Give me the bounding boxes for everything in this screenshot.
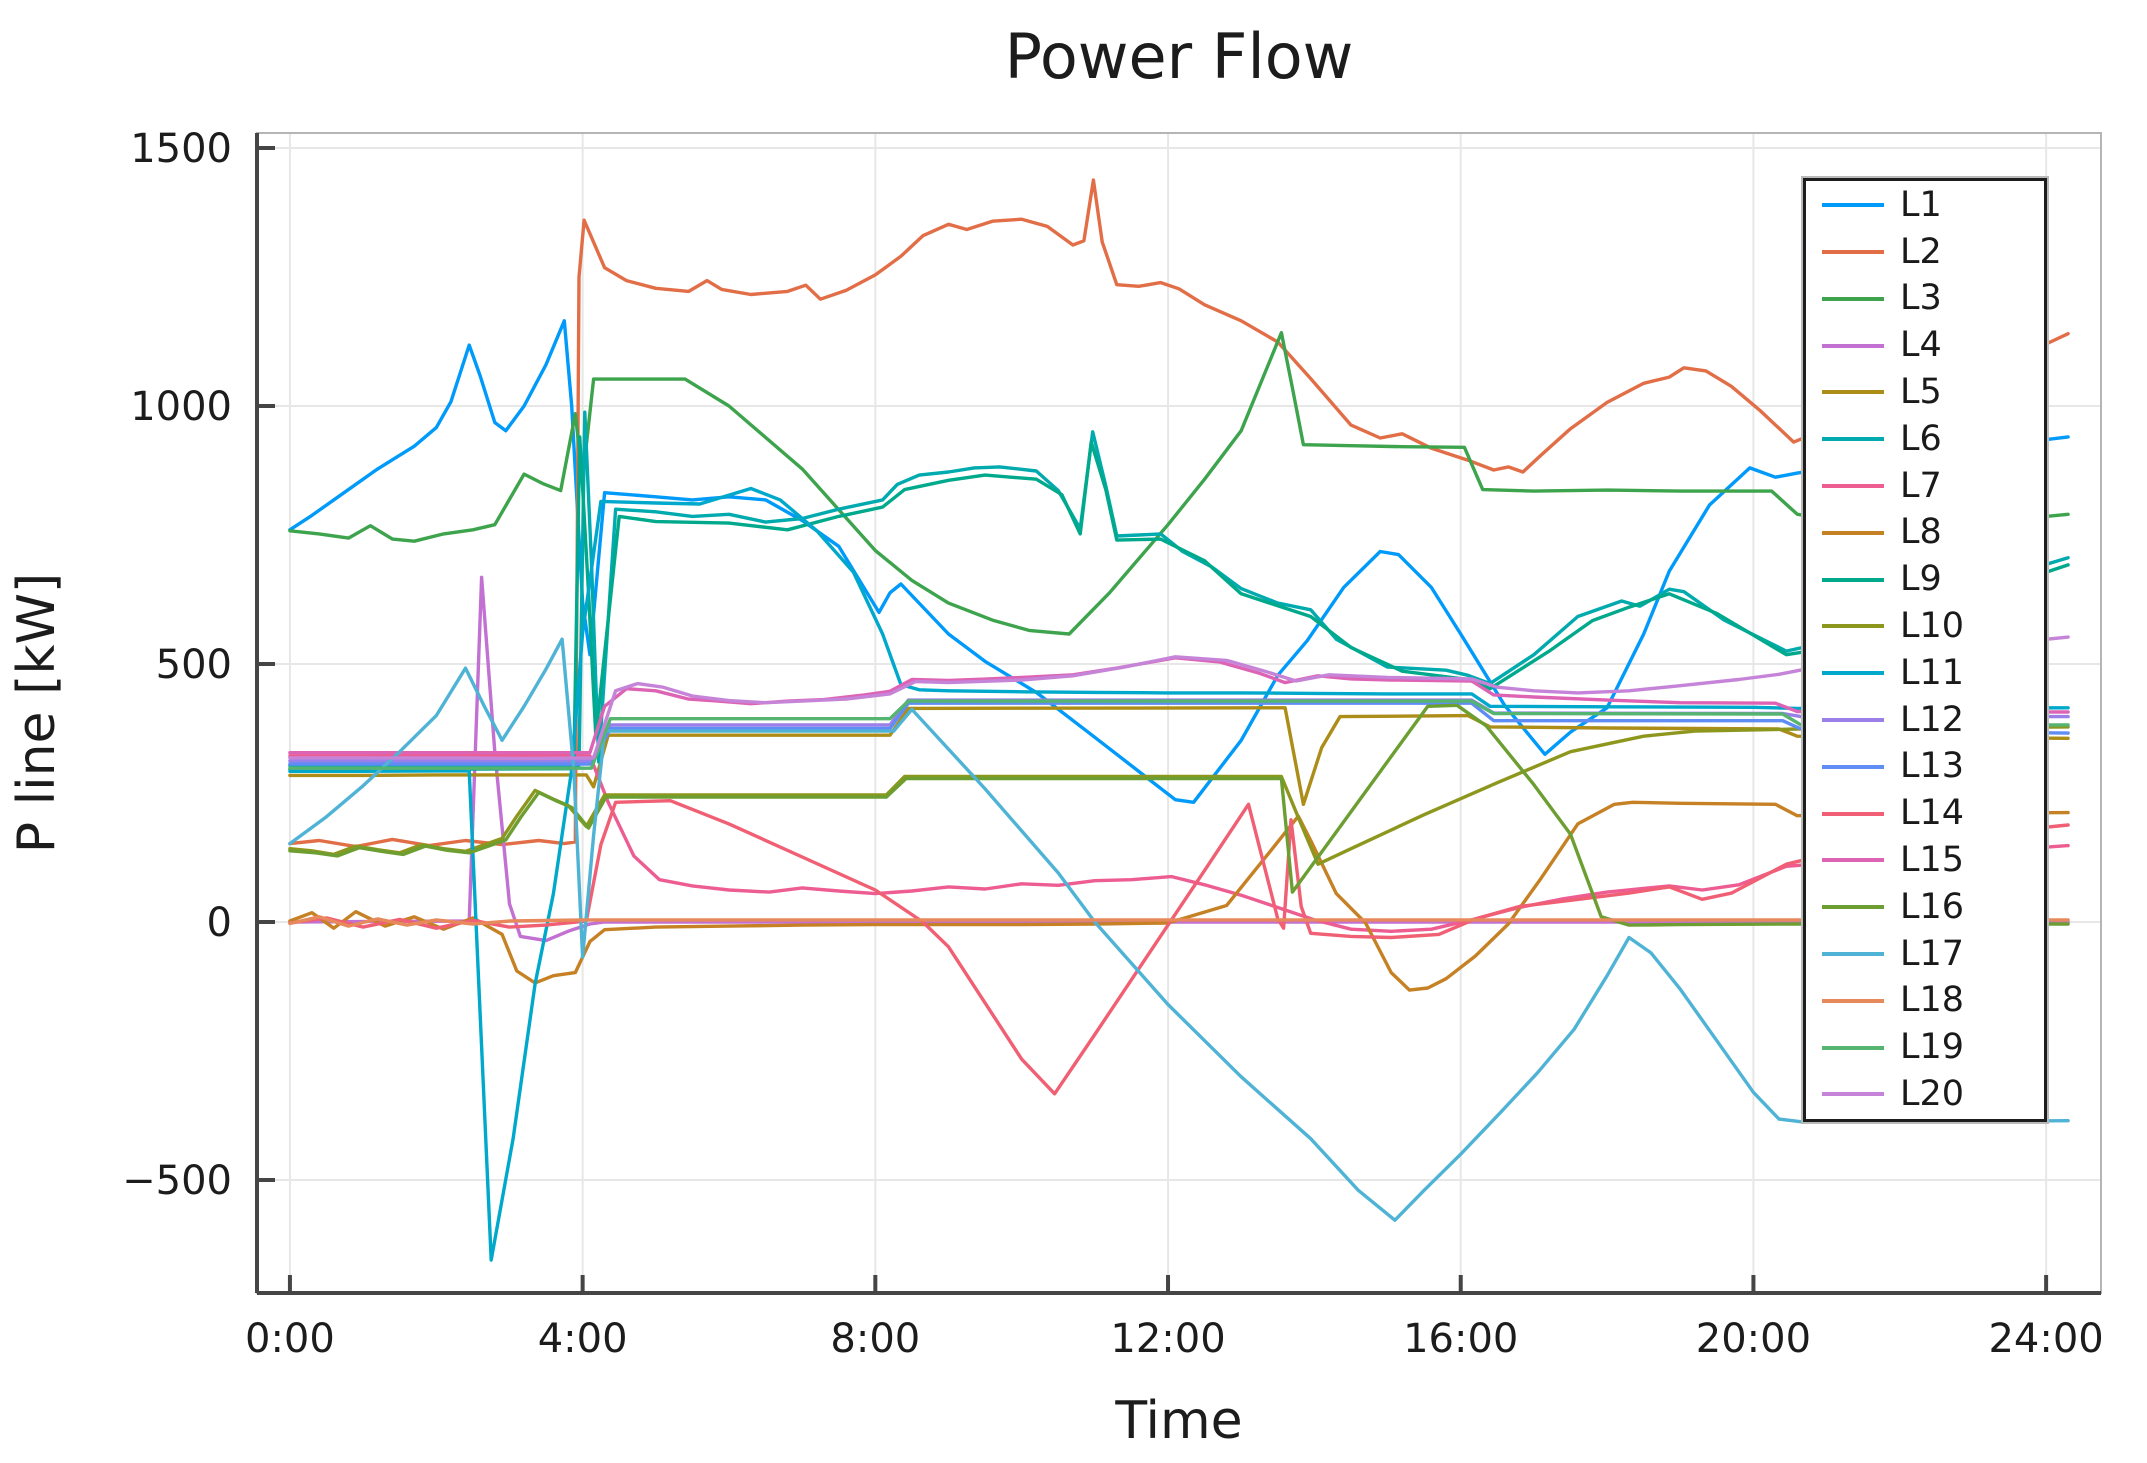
legend-item-L3: L3 (1806, 276, 2044, 321)
legend-label: L13 (1900, 746, 1965, 787)
series-line-L1 (288, 319, 2070, 804)
legend-item-L11: L11 (1806, 651, 2044, 696)
series-line-L11 (288, 486, 2070, 1262)
legend-swatch-line (1822, 1045, 1884, 1050)
legend-label: L9 (1900, 559, 1942, 600)
legend-item-L17: L17 (1806, 932, 2044, 977)
legend-item-L12: L12 (1806, 698, 2044, 743)
legend-label: L17 (1900, 933, 1965, 974)
chart-title: Power Flow (1005, 20, 1354, 93)
legend-swatch-line (1822, 203, 1884, 208)
x-axis-label: Time (1114, 1391, 1242, 1451)
legend-swatch-line (1822, 390, 1884, 395)
legend-swatch-line (1822, 858, 1884, 863)
legend-swatch-line (1822, 952, 1884, 957)
legend-label: L2 (1900, 231, 1942, 272)
legend-swatch-line (1822, 437, 1884, 442)
y-tick-label: 1000 (130, 384, 232, 430)
legend-label: L14 (1900, 793, 1965, 834)
y-tick-label: 500 (156, 642, 232, 688)
legend-swatch-line (1822, 624, 1884, 629)
legend-item-L8: L8 (1806, 510, 2044, 555)
legend-label: L16 (1900, 886, 1965, 927)
series-line-L7 (288, 753, 2070, 933)
legend-label: L8 (1900, 512, 1942, 553)
x-tick-label: 12:00 (1110, 1316, 1225, 1362)
plot-frame (255, 132, 2102, 1295)
y-tick-label: 0 (207, 900, 232, 946)
series-line-L9 (288, 435, 2070, 771)
legend-item-L5: L5 (1806, 370, 2044, 415)
legend-item-L7: L7 (1806, 464, 2044, 509)
legend-item-L2: L2 (1806, 230, 2044, 275)
legend-label: L12 (1900, 699, 1965, 740)
legend-swatch-line (1822, 343, 1884, 348)
series-line-L18 (288, 915, 2070, 928)
axis-ticks (257, 145, 2049, 1293)
legend-label: L6 (1900, 418, 1942, 459)
series-line-L8 (288, 800, 2070, 992)
legend-item-L16: L16 (1806, 885, 2044, 930)
series-line-L3 (288, 331, 2070, 636)
y-tick-label: −500 (122, 1158, 232, 1204)
legend-swatch-line (1822, 998, 1884, 1003)
legend-label: L3 (1900, 278, 1942, 319)
legend-label: L11 (1900, 652, 1965, 693)
series-line-L17 (288, 637, 2070, 1222)
legend-swatch-line (1822, 811, 1884, 816)
legend-swatch-line (1822, 905, 1884, 910)
legend-item-L14: L14 (1806, 791, 2044, 836)
legend-item-L1: L1 (1806, 183, 2044, 228)
legend-item-L19: L19 (1806, 1025, 2044, 1070)
legend-item-L13: L13 (1806, 744, 2044, 789)
x-tick-label: 0:00 (245, 1316, 335, 1362)
series-line-L16 (288, 703, 2070, 927)
legend-swatch-line (1822, 530, 1884, 535)
legend-box: L1 L2 L3 L4 L5 L6 L7 L8 L9 L10 L11 L12 L13 L14 L15 L16 L… (1803, 178, 2047, 1122)
series-line-L19 (288, 699, 2070, 770)
x-tick-label: 4:00 (538, 1316, 628, 1362)
series-line-L15 (288, 656, 2070, 755)
series-line-L14 (288, 799, 2070, 1096)
legend-item-L4: L4 (1806, 323, 2044, 368)
series-line-L20 (288, 635, 2070, 761)
x-tick-label: 8:00 (830, 1316, 920, 1362)
legend-label: L20 (1900, 1073, 1965, 1114)
axis-tick-labels: 0:00 4:00 8:00 12:00 16:00 20:00 24:00 −500 0 500… (122, 126, 2104, 1362)
y-tick-label: 1500 (130, 126, 232, 172)
data-series-lines (288, 178, 2070, 1262)
legend-label: L15 (1900, 839, 1965, 880)
legend-swatch-line (1822, 250, 1884, 255)
x-tick-label: 24:00 (1988, 1316, 2103, 1362)
legend-label: L1 (1900, 184, 1942, 225)
series-line-L4 (288, 575, 2070, 943)
legend-swatch-line (1822, 577, 1884, 582)
legend-item-L20: L20 (1806, 1072, 2044, 1117)
legend-item-L9: L9 (1806, 557, 2044, 602)
legend-swatch-line (1822, 671, 1884, 676)
legend-label: L10 (1900, 605, 1965, 646)
legend-label: L18 (1900, 980, 1965, 1021)
x-tick-label: 16:00 (1403, 1316, 1518, 1362)
legend-item-L15: L15 (1806, 838, 2044, 883)
legend-swatch-line (1822, 296, 1884, 301)
y-axis-label: P line [kW] (7, 573, 67, 853)
legend-swatch-line (1822, 718, 1884, 723)
legend-label: L7 (1900, 465, 1942, 506)
legend-label: L5 (1900, 371, 1942, 412)
legend-item-L6: L6 (1806, 417, 2044, 462)
legend-swatch-line (1822, 1092, 1884, 1097)
legend-item-L18: L18 (1806, 978, 2044, 1023)
legend-label: L4 (1900, 325, 1942, 366)
x-tick-label: 20:00 (1696, 1316, 1811, 1362)
legend-swatch-line (1822, 764, 1884, 769)
legend-swatch-line (1822, 484, 1884, 489)
series-line-L2 (288, 178, 2070, 849)
legend-item-L10: L10 (1806, 604, 2044, 649)
legend-label: L19 (1900, 1027, 1965, 1068)
